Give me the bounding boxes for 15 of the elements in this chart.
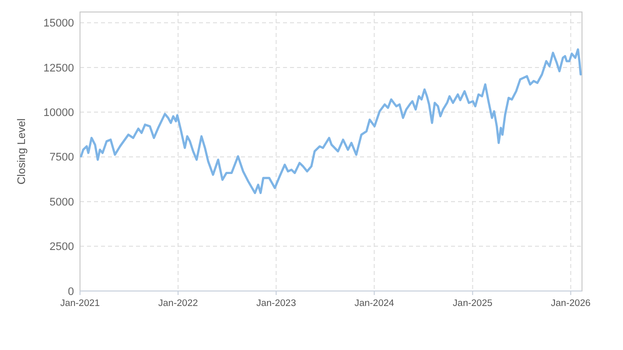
y-tick-label: 7500 <box>50 152 74 164</box>
x-tick-label: Jan-2022 <box>158 298 198 309</box>
x-tick-label: Jan-2025 <box>452 298 492 309</box>
x-tick-label: Jan-2023 <box>256 298 296 309</box>
x-tick-label: Jan-2026 <box>550 298 591 309</box>
y-tick-label: 5000 <box>50 196 74 208</box>
x-tick-label: Jan-2024 <box>354 298 394 309</box>
y-axis-title: Closing Level <box>16 118 28 185</box>
y-tick-label: 12500 <box>43 62 74 74</box>
x-tick-label: Jan-2021 <box>60 298 100 309</box>
y-tick-label: 10000 <box>43 107 74 120</box>
y-tick-label: 2500 <box>50 241 74 254</box>
y-tick-label: 0 <box>68 286 74 298</box>
line-series <box>80 48 582 194</box>
y-tick-label: 15000 <box>43 18 74 30</box>
